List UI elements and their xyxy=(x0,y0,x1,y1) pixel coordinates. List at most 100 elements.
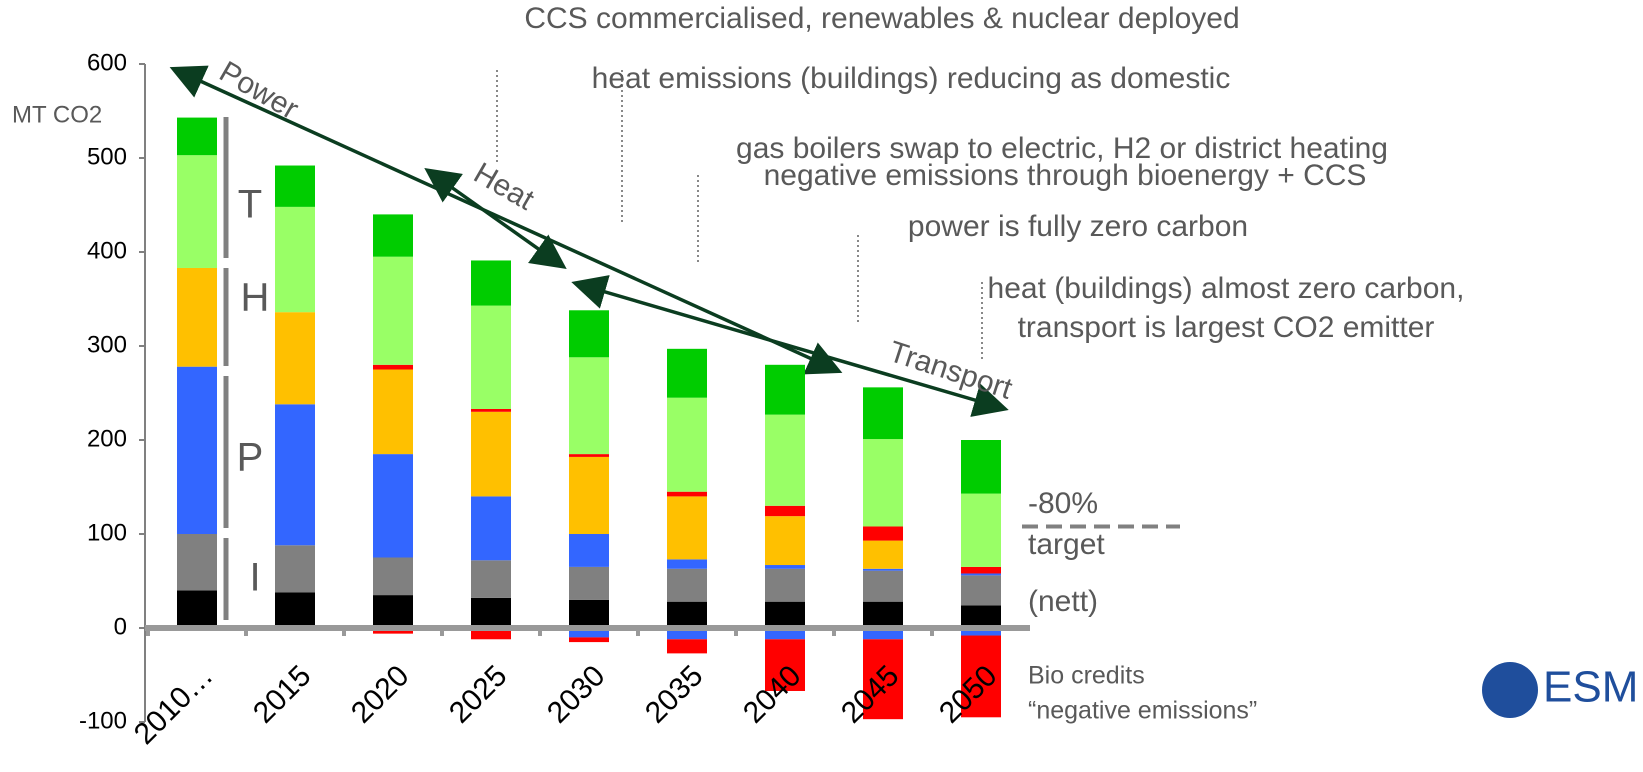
bar-segment xyxy=(667,568,707,602)
leader-lines xyxy=(496,70,983,360)
annotation: transport is largest CO2 emitter xyxy=(1018,311,1435,344)
bar-segment xyxy=(667,496,707,560)
bar-segment xyxy=(961,566,1001,574)
bar-segment xyxy=(765,516,805,566)
bar-segment xyxy=(471,597,511,628)
bar-segment xyxy=(471,411,511,497)
bar-segment xyxy=(667,639,707,654)
bar-segment xyxy=(863,601,903,628)
bar-segment xyxy=(863,526,903,541)
bar-segment xyxy=(373,364,413,370)
bar-segment xyxy=(275,206,315,313)
annotation: heat emissions (buildings) reducing as d… xyxy=(592,62,1231,95)
x-tick-label: 2010… xyxy=(128,659,220,751)
arrow xyxy=(424,167,567,270)
bar-segment xyxy=(177,117,217,156)
bar-segment xyxy=(373,369,413,455)
bar-segment xyxy=(863,639,903,720)
bar-segment xyxy=(863,628,903,640)
y-tick-label: 300 xyxy=(87,331,127,358)
bar-segment xyxy=(471,408,511,412)
bar-segment xyxy=(569,456,609,534)
bar-segment xyxy=(471,260,511,306)
bar-segment xyxy=(765,364,805,415)
arrows xyxy=(169,65,1009,417)
bar-segment xyxy=(177,366,217,534)
bar-segment xyxy=(961,493,1001,567)
bar-segment xyxy=(961,440,1001,494)
bar-segment xyxy=(569,566,609,600)
sector-label: I xyxy=(249,556,260,600)
x-tick-label: 2025 xyxy=(443,659,514,730)
sector-label: P xyxy=(237,436,264,480)
bar-segment xyxy=(373,454,413,558)
bar-segment xyxy=(569,628,609,638)
bar-segment xyxy=(569,534,609,567)
y-axis-label: MT CO2 xyxy=(12,101,102,128)
bar-segment xyxy=(667,397,707,492)
arrow-label: Transport xyxy=(885,335,1017,406)
target-label: target xyxy=(1028,528,1105,561)
bar-segment xyxy=(471,305,511,409)
annotation: gas boilers swap to electric, H2 or dist… xyxy=(736,132,1388,165)
bar-segment xyxy=(177,155,217,268)
bio-label: Bio credits xyxy=(1028,662,1145,690)
bar-segment xyxy=(667,348,707,398)
bar-segment xyxy=(471,628,511,640)
logo: ESM xyxy=(1482,662,1638,718)
bar-segment xyxy=(569,599,609,628)
x-tick-label: 2035 xyxy=(639,659,710,730)
y-tick-label: -100 xyxy=(79,707,127,734)
annotation: negative emissions through bioenergy + C… xyxy=(764,159,1367,192)
bar-segment xyxy=(275,592,315,628)
bar-segment xyxy=(373,595,413,628)
bar-segment xyxy=(373,214,413,257)
bar-segment xyxy=(275,165,315,207)
x-tick-label: 2030 xyxy=(541,659,612,730)
annotation: heat (buildings) almost zero carbon, xyxy=(988,272,1465,305)
bar-segment xyxy=(961,605,1001,628)
bar-segment xyxy=(961,635,1001,718)
bar-segment xyxy=(177,534,217,591)
y-tick-label: 0 xyxy=(114,613,127,640)
sector-label: H xyxy=(241,276,270,320)
x-tick-label: 2020 xyxy=(345,659,416,730)
bar-segment xyxy=(667,491,707,497)
bar-segment xyxy=(275,545,315,593)
y-tick-label: 100 xyxy=(87,519,127,546)
y-tick-label: 600 xyxy=(87,49,127,76)
bar-segment xyxy=(961,628,1001,636)
bar-segment xyxy=(569,357,609,455)
logo-globe xyxy=(1482,662,1538,718)
target-label: -80% xyxy=(1028,487,1098,520)
bar-segment xyxy=(275,404,315,546)
bar-segment xyxy=(863,540,903,569)
bar-segment xyxy=(373,557,413,596)
bar-segment xyxy=(765,601,805,628)
bar-segment xyxy=(569,637,609,643)
bar-segment xyxy=(765,565,805,569)
annotation: CCS commercialised, renewables & nuclear… xyxy=(524,2,1239,35)
bar-segment xyxy=(177,267,217,367)
bar-segment xyxy=(275,312,315,405)
bar-segment xyxy=(863,439,903,527)
arrow xyxy=(571,275,1009,417)
bar-segment xyxy=(765,414,805,506)
bar-segment xyxy=(667,559,707,569)
bar-segment xyxy=(471,496,511,561)
target-label: (nett) xyxy=(1028,585,1098,618)
sector-label: T xyxy=(238,183,262,227)
bio-label: “negative emissions” xyxy=(1028,697,1257,725)
bar-segment xyxy=(177,590,217,628)
y-tick-label: 400 xyxy=(87,237,127,264)
bar-segment xyxy=(667,628,707,640)
annotation: power is fully zero carbon xyxy=(908,210,1248,243)
bar-segment xyxy=(373,256,413,365)
bar-segment xyxy=(863,570,903,602)
bar-segment xyxy=(765,639,805,691)
bar-segment xyxy=(765,505,805,517)
bar-segment xyxy=(765,628,805,640)
bar-segment xyxy=(961,573,1001,576)
bar-segment xyxy=(471,560,511,598)
arrow-label: Power xyxy=(214,55,304,126)
